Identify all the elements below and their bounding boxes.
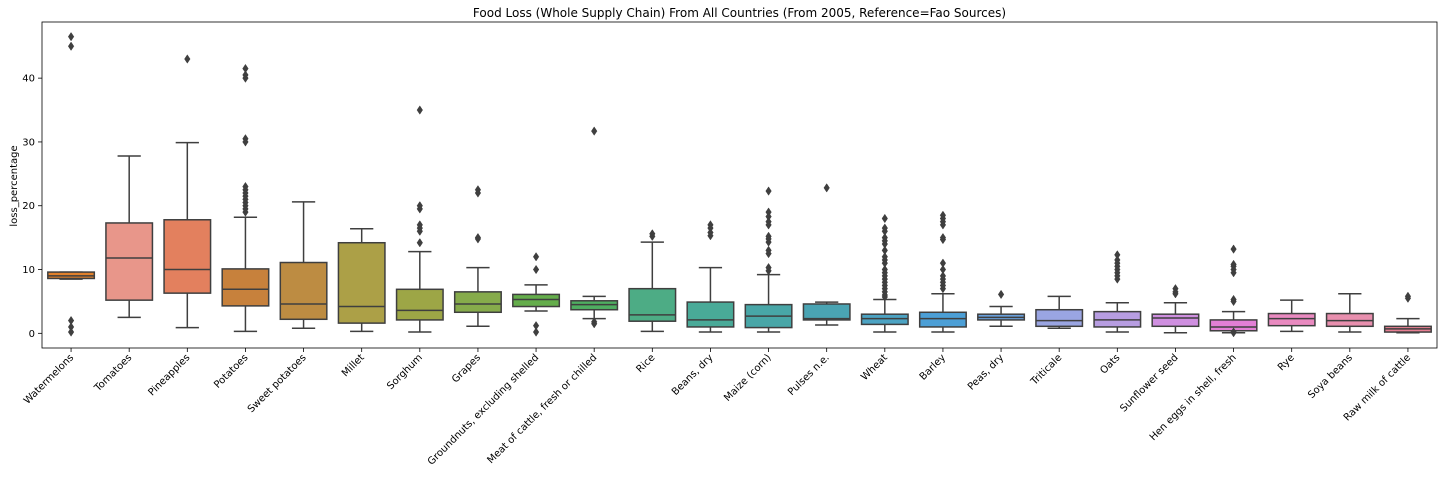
x-tick-label: Triticale	[1028, 352, 1064, 388]
x-tick-label: Maize (corn)	[722, 352, 774, 404]
x-tick-label: Raw milk of cattle	[1342, 352, 1413, 423]
plot-area: 0 10 20 30 40 Watermelons Tomatoes Pineapples Po…	[22, 21, 1438, 468]
outlier-point	[707, 231, 714, 241]
outlier-point	[532, 327, 540, 337]
x-tick-label: Sorghum	[385, 352, 425, 392]
outlier-point	[67, 327, 75, 337]
outlier-point	[416, 204, 423, 214]
outlier-point	[532, 264, 540, 275]
box-11	[628, 287, 677, 322]
outlier-point	[1230, 244, 1237, 254]
y-tick-label: 20	[22, 201, 35, 212]
x-tick-label: Grapes	[450, 352, 483, 385]
box-7	[395, 288, 444, 321]
box-8	[453, 291, 502, 314]
box-3	[163, 219, 212, 294]
x-tick-label: Potatoes	[212, 352, 250, 390]
box-18	[1035, 308, 1084, 328]
y-tick-label: 0	[29, 329, 35, 340]
box-4	[221, 268, 270, 307]
y-tick-label: 40	[22, 74, 35, 85]
outlier-point	[939, 284, 947, 294]
x-tick-label: Millet	[340, 352, 367, 379]
outlier-point	[1404, 293, 1412, 303]
box-16	[918, 311, 967, 328]
outlier-point	[242, 137, 249, 147]
box-22	[1267, 312, 1316, 327]
outlier-point	[242, 73, 249, 83]
outlier-point	[532, 252, 540, 262]
outlier-point	[881, 213, 888, 224]
box-20	[1151, 313, 1200, 328]
outlier-point	[1114, 274, 1121, 284]
x-tick-label: Peas, dry	[966, 352, 1006, 392]
x-tick-label: Pulses n.e.	[786, 352, 832, 398]
outlier-point	[416, 226, 423, 236]
outlier-point	[997, 289, 1005, 300]
y-tick-label: 10	[22, 265, 35, 276]
outlier-point	[67, 32, 75, 42]
box-6	[337, 241, 386, 324]
x-tick-label: Watermelons	[22, 352, 76, 406]
x-tick-label: Soya beans	[1306, 352, 1355, 401]
x-tick-label: Wheat	[859, 352, 890, 383]
x-tick-label: Rye	[1276, 352, 1297, 373]
x-tick-label: Sunflower seed	[1118, 352, 1180, 414]
outlier-point	[1230, 328, 1237, 338]
outlier-point	[591, 126, 598, 136]
outlier-point	[474, 234, 482, 244]
outlier-point	[416, 238, 423, 248]
outlier-point	[1230, 296, 1237, 307]
box-12	[686, 301, 735, 328]
outlier-point	[939, 234, 947, 245]
x-tick-label: Meat of cattle, fresh or chilled	[485, 352, 599, 466]
x-tick-label: Oats	[1098, 352, 1122, 376]
x-tick-label: Beans, dry	[670, 352, 716, 398]
outlier-point	[765, 248, 772, 259]
outlier-point	[649, 231, 656, 242]
box-2	[105, 222, 154, 301]
outlier-point	[1172, 289, 1179, 299]
chart-title: Food Loss (Whole Supply Chain) From All …	[473, 6, 1006, 20]
outlier-point	[881, 292, 888, 302]
box-14	[802, 303, 851, 321]
x-tick-label: Rice	[635, 352, 658, 375]
outlier-point	[765, 220, 772, 230]
x-tick-label: Barley	[918, 352, 948, 382]
x-tick-label: Tomatoes	[92, 352, 134, 394]
box-9	[512, 293, 561, 308]
outlier-point	[591, 319, 598, 329]
outlier-point	[416, 105, 423, 115]
outlier-point	[765, 266, 772, 276]
outlier-point	[67, 41, 75, 51]
y-tick-label: 30	[22, 137, 35, 148]
outlier-point	[823, 183, 830, 193]
outlier-point	[765, 186, 772, 196]
x-tick-label: Pineapples	[146, 352, 192, 398]
outlier-point	[184, 54, 191, 64]
outlier-point	[474, 188, 482, 198]
plot-frame	[41, 21, 1438, 349]
y-axis-label: loss_percentage	[9, 145, 20, 226]
outlier-point	[242, 207, 249, 217]
outlier-point	[939, 220, 947, 230]
x-tick-label: Sweet potatoes	[246, 352, 309, 415]
outlier-point	[1230, 268, 1237, 278]
box-5	[279, 261, 328, 321]
x-tick-label: Groundnuts, excluding shelled	[426, 352, 541, 467]
